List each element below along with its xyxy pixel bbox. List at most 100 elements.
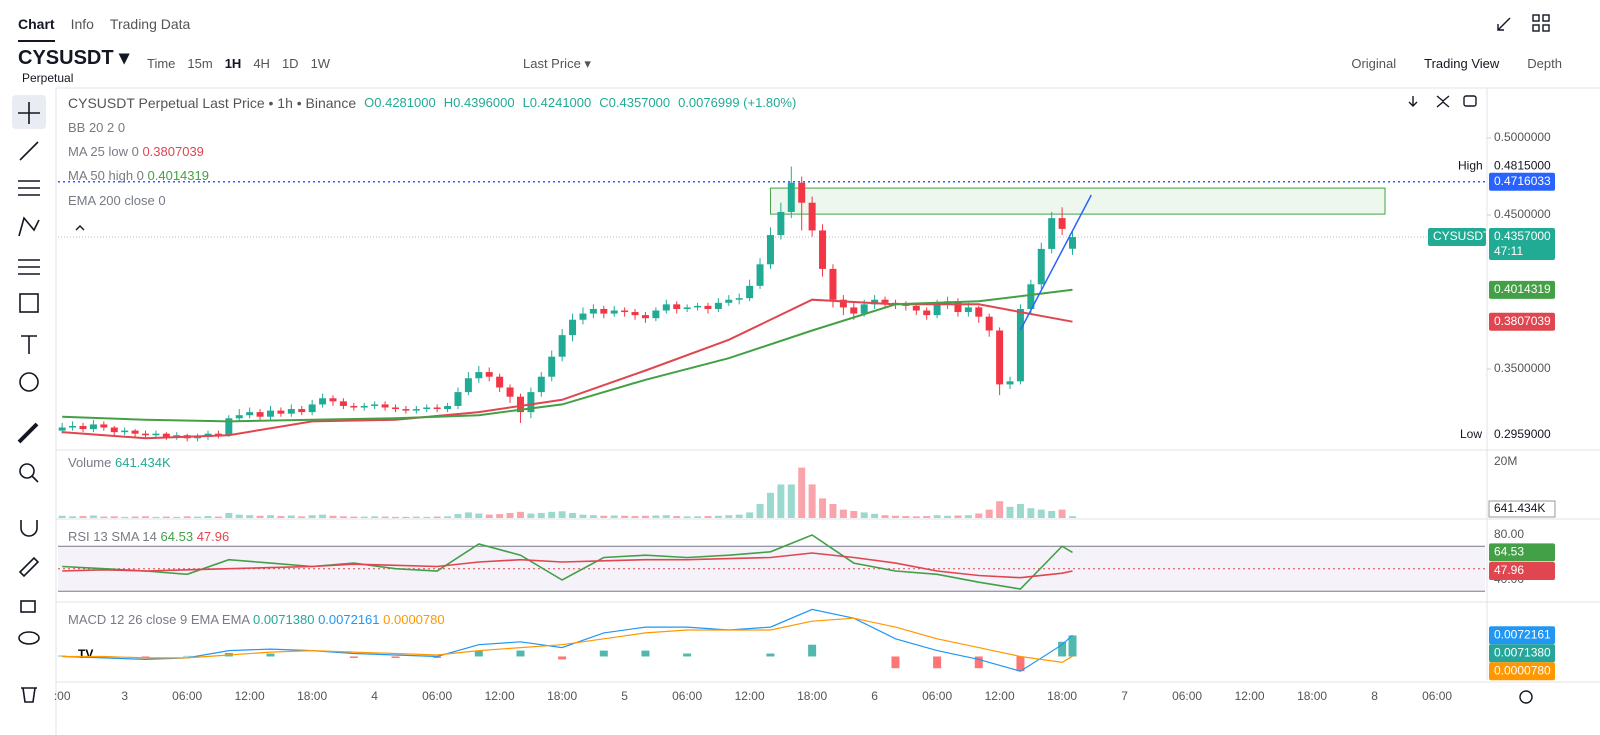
marker-label-bg xyxy=(1489,172,1555,191)
interval[interactable]: 1H xyxy=(224,56,242,71)
view[interactable]: Original xyxy=(1351,56,1397,71)
candle-body xyxy=(975,307,983,317)
volume-bar xyxy=(579,514,587,518)
interval[interactable]: Time xyxy=(147,56,176,71)
candle-body xyxy=(100,424,108,428)
candle-body xyxy=(673,304,681,309)
interval[interactable]: 1W xyxy=(310,56,331,71)
symbol-text[interactable]: CYSUSDT xyxy=(18,47,114,69)
volume-bar xyxy=(662,515,670,518)
tool-fib[interactable] xyxy=(18,259,40,275)
tab[interactable]: Chart xyxy=(18,16,55,42)
tool-lines[interactable] xyxy=(18,180,40,196)
macd-value: 0.0072161 xyxy=(318,612,380,627)
high-value: 0.4815000 xyxy=(1494,159,1551,173)
rsi-line xyxy=(62,534,1073,590)
tool-text[interactable] xyxy=(21,335,37,354)
candle-body xyxy=(464,378,472,393)
tool-pattern[interactable] xyxy=(18,216,40,237)
volume-bar xyxy=(694,516,702,518)
volume-bar xyxy=(829,504,837,518)
tool-pen[interactable] xyxy=(18,556,40,578)
interval[interactable]: 15m xyxy=(187,56,213,71)
macd-hist xyxy=(641,650,650,657)
tool-zoom[interactable] xyxy=(19,463,35,479)
macd-label-bg xyxy=(1489,626,1555,645)
candle-body xyxy=(433,407,441,410)
tool-trash[interactable] xyxy=(21,687,37,703)
macd-hist xyxy=(891,656,900,669)
price-source-text[interactable]: Last Price xyxy=(523,56,581,71)
x-tick-label: 12:00 xyxy=(235,689,265,703)
candle-body xyxy=(829,268,837,300)
icon-collapse[interactable] xyxy=(1497,17,1511,31)
icon-fit[interactable] xyxy=(1436,95,1450,108)
icon-layout[interactable] xyxy=(1532,24,1540,32)
volume-label: 641.434K xyxy=(1494,501,1545,515)
tab[interactable]: Trading Data xyxy=(109,16,191,32)
volume-bar xyxy=(714,515,722,518)
volume-bar xyxy=(860,512,868,518)
tool-shape[interactable] xyxy=(19,293,39,313)
candle-body xyxy=(412,409,420,411)
volume-bar xyxy=(100,516,108,518)
volume-bar xyxy=(246,515,254,518)
tool-line[interactable] xyxy=(19,141,39,161)
icon-refresh[interactable] xyxy=(1463,95,1477,107)
tool-zoom-h[interactable] xyxy=(31,475,39,483)
candle-body xyxy=(225,418,233,436)
rsi-sma-value: 47.96 xyxy=(196,529,230,544)
candle-body xyxy=(725,299,733,303)
tool-magnet[interactable] xyxy=(20,520,38,537)
macd-hist xyxy=(516,650,525,657)
x-tick-label: 06:00 xyxy=(672,689,702,703)
candle-body xyxy=(381,404,389,408)
candle-body xyxy=(537,376,545,393)
volume-bar xyxy=(287,515,295,518)
icon-layout[interactable] xyxy=(1542,24,1550,32)
candle-body xyxy=(1058,218,1066,229)
volume-bar xyxy=(746,512,754,518)
candle-body xyxy=(600,308,608,314)
volume-bar xyxy=(933,515,941,518)
tool-cross[interactable] xyxy=(18,102,40,124)
tab[interactable]: Info xyxy=(70,16,94,32)
volume-bar xyxy=(1027,508,1035,518)
volume-bar xyxy=(798,467,806,518)
volume-bar xyxy=(996,501,1004,518)
macd-hist xyxy=(1068,635,1077,657)
tool-emoji[interactable] xyxy=(19,372,39,392)
tool-lock[interactable] xyxy=(20,600,36,613)
volume-bar xyxy=(558,511,566,518)
icon-settings[interactable] xyxy=(1519,690,1533,704)
tool-ruler[interactable] xyxy=(17,422,39,444)
volume-bar xyxy=(912,516,920,518)
macd-hist xyxy=(266,653,275,657)
view[interactable]: Depth xyxy=(1527,56,1562,71)
candle-body xyxy=(235,415,243,419)
view[interactable]: Trading View xyxy=(1424,56,1500,71)
icon-layout[interactable] xyxy=(1532,14,1540,22)
tool-eye[interactable] xyxy=(18,631,40,645)
volume-bar xyxy=(850,511,858,518)
volume-bar xyxy=(235,514,243,518)
volume-bar xyxy=(1069,516,1077,518)
candle-body xyxy=(162,433,170,437)
candle-body xyxy=(194,436,202,439)
icon-collapse-legend[interactable] xyxy=(75,225,85,231)
interval[interactable]: 4H xyxy=(253,56,270,71)
icon-download[interactable] xyxy=(1408,96,1418,107)
price-source[interactable]: Last Price ▾ xyxy=(523,56,591,71)
volume-bar xyxy=(371,516,379,518)
volume-bar xyxy=(839,509,847,518)
volume-bar xyxy=(954,515,962,518)
volume-bar xyxy=(516,511,524,518)
x-tick-label: 18:00 xyxy=(1047,689,1077,703)
interval[interactable]: 1D xyxy=(281,56,299,71)
volume-bar xyxy=(69,516,77,518)
symbol[interactable]: CYSUSDT ▾ xyxy=(18,47,130,69)
candle-body xyxy=(777,211,785,236)
candle-body xyxy=(819,230,827,269)
icon-layout[interactable] xyxy=(1542,14,1550,22)
